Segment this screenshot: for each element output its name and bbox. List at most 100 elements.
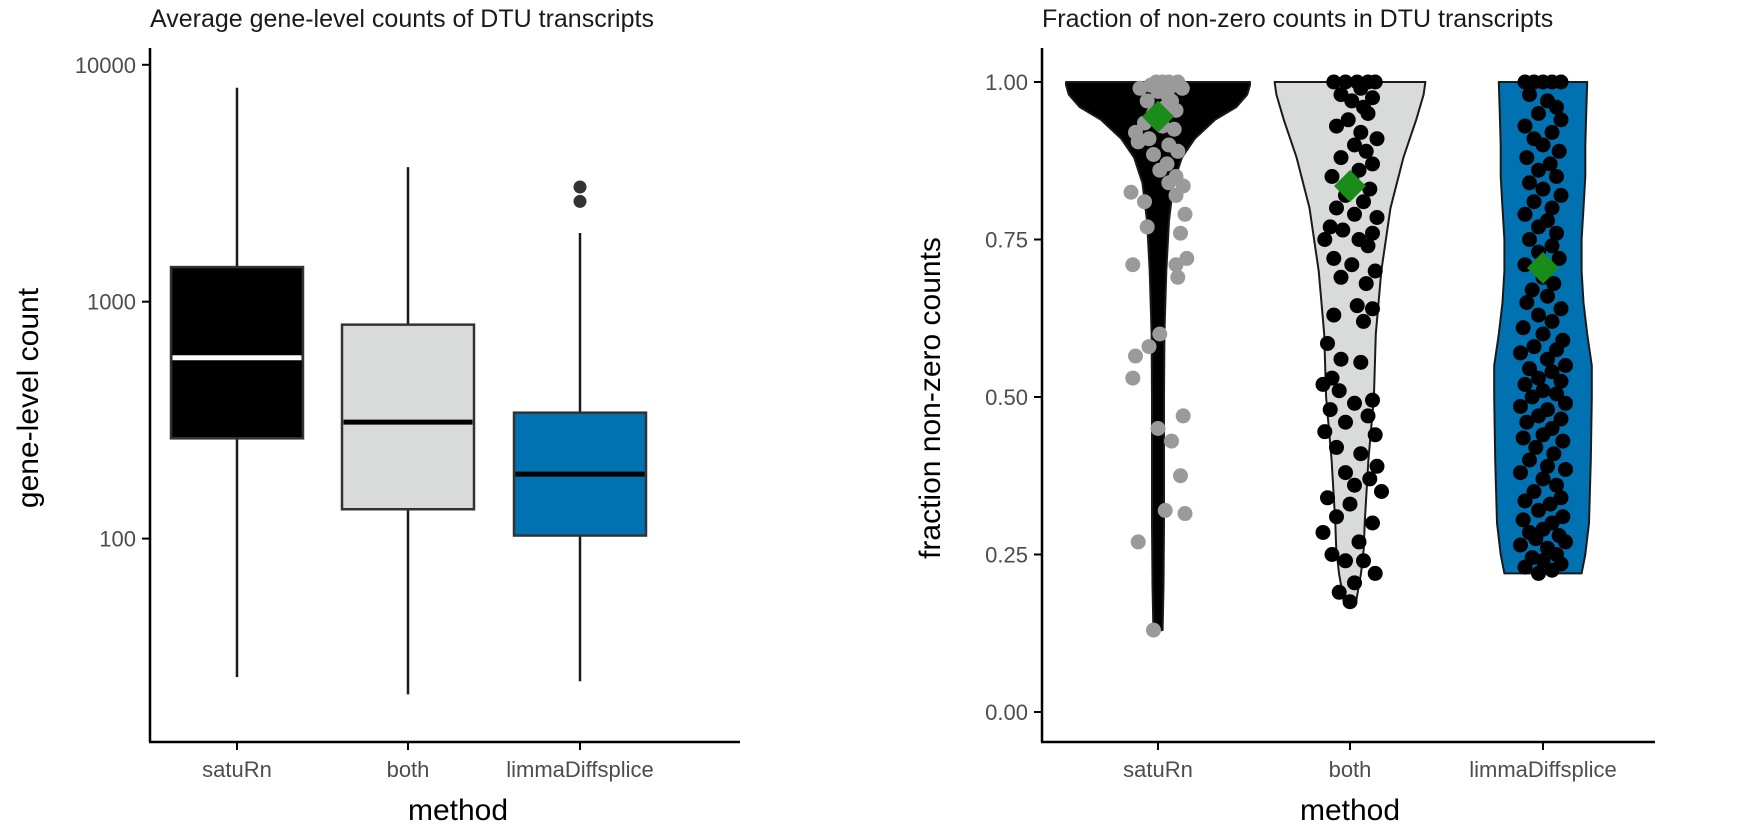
violin-x-axis-label: method (1300, 794, 1400, 827)
jitter-point-both (1344, 257, 1360, 273)
jitter-point-limmadiffsplice (1522, 452, 1537, 468)
mean-marker-limmadiffsplice (1527, 251, 1559, 284)
jitter-point-both (1322, 219, 1338, 235)
jitter-point-limmadiffsplice (1553, 411, 1569, 427)
jitter-point-saturn (1125, 370, 1141, 386)
violin-y-tick-label: 0.75 (985, 228, 1028, 253)
jitter-point-both (1347, 575, 1362, 591)
jitter-point-limmadiffsplice (1540, 458, 1555, 474)
jitter-point-both (1365, 225, 1380, 241)
jitter-point-limmadiffsplice (1513, 398, 1528, 414)
jitter-point-both (1365, 156, 1380, 172)
jitter-point-limmadiffsplice (1531, 565, 1546, 581)
jitter-point-saturn (1175, 408, 1191, 424)
jitter-point-both (1338, 553, 1353, 569)
jitter-point-both (1317, 232, 1333, 247)
jitter-point-limmadiffsplice (1515, 512, 1531, 528)
jitter-point-both (1331, 584, 1347, 600)
jitter-point-saturn (1170, 143, 1186, 159)
jitter-point-saturn (1177, 206, 1193, 222)
jitter-point-limmadiffsplice (1531, 502, 1546, 518)
boxplot-title: Average gene-level counts of DTU transcr… (150, 5, 654, 33)
jitter-point-both (1360, 106, 1376, 121)
jitter-point-both (1320, 335, 1335, 351)
boxplot-x-tick-label: both (387, 757, 430, 782)
boxplot-y-tick-label: 1000 (87, 290, 136, 315)
jitter-point-both (1333, 351, 1349, 367)
jitter-point-both (1329, 200, 1344, 216)
jitter-point-limmadiffsplice (1549, 342, 1564, 358)
jitter-point-limmadiffsplice (1535, 471, 1551, 487)
jitter-point-both (1347, 206, 1362, 222)
jitter-point-limmadiffsplice (1540, 351, 1555, 367)
jitter-point-limmadiffsplice (1513, 465, 1528, 481)
jitter-point-both (1360, 408, 1376, 424)
jitter-point-saturn (1137, 194, 1152, 210)
jitter-point-limmadiffsplice (1535, 181, 1551, 197)
boxplot-x-tick-label: satuRn (202, 757, 272, 782)
boxplot-y-tick-label: 10000 (75, 53, 136, 78)
jitter-point-saturn (1174, 80, 1190, 96)
jitter-point-both (1353, 354, 1369, 370)
boxplot-x-ticks: satuRn both limmaDiffsplice (202, 742, 654, 782)
jitter-point-limmadiffsplice (1531, 219, 1546, 235)
jitter-point-both (1342, 594, 1358, 610)
jitter-point-both (1322, 402, 1338, 418)
boxplot-y-tick-label: 100 (99, 527, 136, 552)
jitter-point-both (1320, 490, 1335, 506)
jitter-point-limmadiffsplice (1555, 433, 1571, 449)
boxplot-x-tick-label: limmaDiffsplice (506, 757, 654, 782)
boxplot-plot-area (169, 87, 648, 695)
jitter-point-limmadiffsplice (1553, 301, 1569, 317)
jitter-point-saturn (1146, 146, 1161, 162)
violin-panel: Fraction of non-zero counts in DTU trans… (914, 5, 1655, 827)
jitter-point-saturn (1161, 175, 1177, 191)
jitter-point-limmadiffsplice (1542, 156, 1558, 172)
jitter-point-limmadiffsplice (1535, 137, 1551, 153)
jitter-point-saturn (1168, 257, 1184, 273)
jitter-point-saturn (1139, 219, 1155, 235)
jitter-point-limmadiffsplice (1553, 373, 1569, 389)
jitter-point-saturn (1168, 102, 1184, 118)
jitter-point-both (1315, 376, 1331, 392)
jitter-point-both (1353, 80, 1369, 96)
jitter-point-limmadiffsplice (1531, 307, 1546, 323)
jitter-point-limmadiffsplice (1517, 118, 1533, 134)
jitter-point-both (1356, 553, 1371, 569)
jitter-point-both (1349, 298, 1365, 314)
jitter-point-both (1351, 534, 1367, 550)
jitter-point-limmadiffsplice (1528, 531, 1544, 547)
jitter-point-limmadiffsplice (1526, 484, 1542, 499)
jitter-point-limmadiffsplice (1549, 477, 1564, 493)
jitter-point-saturn (1157, 502, 1173, 518)
jitter-point-limmadiffsplice (1515, 320, 1531, 336)
jitter-point-limmadiffsplice (1549, 225, 1564, 241)
jitter-point-limmadiffsplice (1551, 250, 1567, 266)
jitter-point-saturn (1152, 162, 1168, 178)
jitter-point-limmadiffsplice (1531, 370, 1546, 386)
violin-x-tick-label: limmaDiffsplice (1469, 757, 1617, 782)
jitter-point-both (1365, 515, 1380, 531)
jitter-point-both (1335, 222, 1351, 238)
jitter-point-limmadiffsplice (1553, 112, 1569, 128)
jitter-point-both (1367, 565, 1383, 581)
jitter-point-limmadiffsplice (1544, 313, 1560, 329)
violin-both (1273, 81, 1427, 606)
jitter-point-limmadiffsplice (1535, 427, 1551, 443)
jitter-point-both (1344, 93, 1360, 109)
jitter-point-limmadiffsplice (1519, 150, 1535, 166)
box-saturn (169, 265, 305, 440)
jitter-point-saturn (1123, 184, 1139, 200)
jitter-point-both (1342, 496, 1358, 512)
jitter-point-limmadiffsplice (1558, 534, 1573, 550)
jitter-point-saturn (1168, 187, 1184, 203)
jitter-point-limmadiffsplice (1544, 364, 1560, 380)
jitter-point-limmadiffsplice (1517, 493, 1533, 509)
jitter-point-both (1369, 209, 1385, 225)
jitter-point-both (1356, 313, 1371, 329)
jitter-point-limmadiffsplice (1522, 232, 1537, 247)
jitter-point-both (1329, 439, 1344, 455)
jitter-point-saturn (1130, 534, 1146, 550)
jitter-point-limmadiffsplice (1551, 143, 1567, 159)
